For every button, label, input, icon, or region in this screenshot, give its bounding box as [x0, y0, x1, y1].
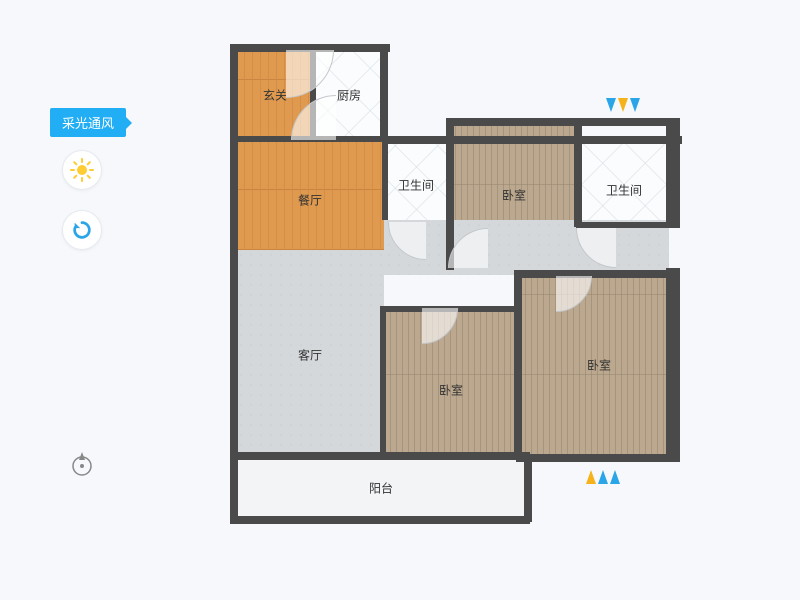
wall-segment [576, 222, 676, 228]
wall-segment [380, 306, 386, 456]
room-dining [236, 140, 384, 250]
wall-segment [446, 118, 676, 126]
wall-segment [382, 136, 388, 220]
wall-segment [514, 270, 522, 460]
floorplan: 玄关厨房餐厅客厅卫生间卧室卫生间卧室卧室阳台 [196, 30, 716, 560]
wall-segment [574, 122, 582, 227]
room-balcony [236, 455, 526, 520]
wall-segment [524, 454, 532, 522]
wall-segment [230, 44, 238, 460]
wall-segment [666, 118, 680, 228]
wall-segment [382, 136, 682, 144]
room-bedroom2 [384, 310, 519, 455]
room-hall [384, 220, 669, 275]
sun-toggle-button[interactable] [62, 150, 102, 190]
wall-segment [516, 454, 680, 462]
room-bedroom3 [519, 275, 679, 455]
room-bath2 [579, 140, 669, 225]
lighting-ventilation-badge: 采光通风 [50, 108, 126, 137]
refresh-button[interactable] [62, 210, 102, 250]
wall-segment [230, 516, 530, 524]
room-bath1 [384, 140, 449, 220]
compass-icon [68, 450, 96, 478]
refresh-icon [71, 219, 93, 241]
wall-segment [380, 44, 388, 140]
wall-segment [666, 268, 680, 462]
wall-segment [230, 452, 530, 460]
ventilation-arrows [586, 470, 620, 484]
badge-label: 采光通风 [62, 116, 114, 131]
wall-segment [516, 270, 680, 278]
wall-segment [230, 454, 238, 522]
room-living [236, 250, 384, 455]
sun-icon [70, 158, 94, 182]
ventilation-arrows [606, 98, 640, 112]
